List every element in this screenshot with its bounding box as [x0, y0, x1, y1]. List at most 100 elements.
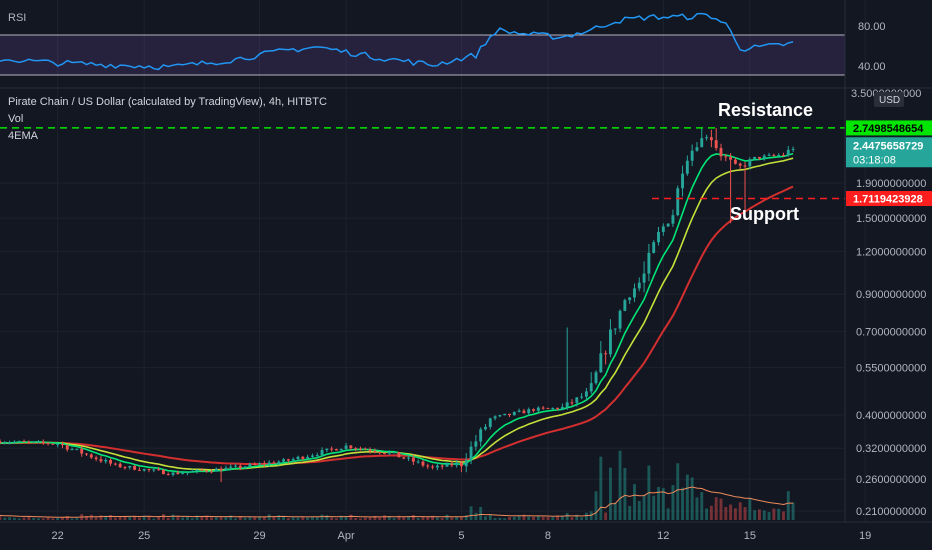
- candle-body: [37, 441, 40, 443]
- candle-body: [3, 442, 7, 444]
- candle-body: [190, 471, 194, 473]
- volume-bar: [387, 516, 391, 520]
- candle-body: [714, 140, 718, 149]
- candle-body: [397, 452, 401, 458]
- candle-body: [435, 465, 439, 468]
- candle-body: [618, 310, 622, 329]
- volume-bar: [642, 494, 646, 520]
- volume-bar: [661, 488, 665, 520]
- volume-bar: [628, 505, 632, 520]
- volume-bar: [618, 450, 622, 520]
- volume-bar: [488, 514, 492, 520]
- candle-body: [705, 137, 709, 139]
- candle-body: [32, 441, 36, 443]
- currency-badge[interactable]: [874, 92, 904, 107]
- candle-body: [426, 465, 430, 467]
- candle-body: [315, 455, 319, 457]
- volume-bar: [508, 516, 511, 520]
- candle-body: [61, 444, 64, 446]
- volume-bar: [695, 497, 699, 520]
- volume-bar: [743, 507, 747, 520]
- candle-body: [695, 147, 699, 151]
- candle-body: [575, 397, 579, 403]
- volume-bar: [306, 517, 310, 520]
- candle-body: [479, 429, 483, 442]
- candle-body: [272, 462, 276, 464]
- candle-body: [589, 383, 593, 392]
- candle-body: [205, 470, 209, 472]
- volume-bar: [171, 514, 175, 520]
- volume-bar: [512, 516, 516, 520]
- volume-bar: [493, 518, 497, 520]
- candle-body: [690, 150, 694, 161]
- candle-body: [676, 188, 680, 216]
- candle-body: [310, 455, 314, 457]
- candle-body: [508, 413, 511, 416]
- volume-bar: [608, 467, 612, 520]
- candle-body: [123, 467, 127, 469]
- ema-slow-line: [0, 185, 794, 465]
- volume-bar: [258, 516, 261, 520]
- volume-bar: [137, 517, 141, 520]
- time-axis[interactable]: 22 25 29 Apr 5 8 12 15 19: [0, 521, 932, 542]
- rsi-pane[interactable]: RSI 80.00 40.00: [0, 12, 886, 76]
- candle-body: [229, 466, 233, 468]
- candle-body: [517, 410, 521, 412]
- candle-body: [109, 459, 112, 464]
- volume-bar: [536, 515, 540, 520]
- candle-body: [743, 165, 747, 167]
- volume-bar: [705, 508, 709, 520]
- candle-body: [296, 456, 300, 460]
- candle-body: [551, 407, 555, 409]
- candle-body: [623, 300, 627, 311]
- price-tick: 0.9000000000: [856, 289, 926, 301]
- time-tick: Apr: [338, 530, 355, 542]
- candlesticks[interactable]: [0, 127, 795, 483]
- volume-bar: [113, 517, 117, 520]
- price-tick: 1.5000000000: [856, 213, 926, 225]
- candle-body: [286, 459, 290, 461]
- volume-bar: [359, 518, 362, 520]
- volume-bar: [700, 492, 704, 520]
- candle-body: [512, 411, 516, 416]
- candle-body: [498, 415, 502, 417]
- candle-body: [27, 441, 31, 443]
- volume-bar: [238, 516, 242, 520]
- candle-body: [363, 448, 367, 450]
- candle-body: [258, 463, 261, 465]
- candle-body: [133, 466, 137, 470]
- candle-body: [580, 396, 584, 398]
- candle-body: [89, 454, 93, 458]
- candle-body: [719, 148, 723, 157]
- volume-bar: [65, 515, 69, 520]
- price-axis[interactable]: 3.5000000000 USD 1.9000000000 1.50000000…: [844, 0, 932, 522]
- candle-body: [685, 160, 689, 174]
- candle-body: [666, 223, 670, 227]
- candle-body: [186, 472, 189, 474]
- price-tick: 0.5500000000: [856, 363, 926, 375]
- candle-body: [161, 469, 165, 475]
- volume-bar: [157, 516, 161, 520]
- candle-body: [402, 457, 406, 459]
- candle-body: [464, 460, 468, 467]
- candle-body: [584, 391, 588, 397]
- candle-body: [301, 456, 305, 459]
- volume-bar: [205, 515, 209, 520]
- volume-bar: [27, 516, 31, 520]
- volume-bar: [657, 486, 660, 520]
- candle-body: [70, 449, 74, 451]
- candle-body: [234, 465, 237, 467]
- candle-body: [166, 474, 170, 476]
- volume-bar: [459, 516, 463, 520]
- volume-bar: [344, 515, 348, 520]
- volume-bar: [685, 474, 689, 520]
- volume-bar: [681, 487, 684, 520]
- candle-body: [335, 449, 338, 451]
- candle-body: [681, 173, 684, 189]
- volume-bar: [748, 497, 752, 520]
- volume-bar: [89, 514, 93, 520]
- volume-bar: [282, 516, 286, 520]
- candle-body: [407, 457, 411, 459]
- candle-body: [565, 402, 569, 407]
